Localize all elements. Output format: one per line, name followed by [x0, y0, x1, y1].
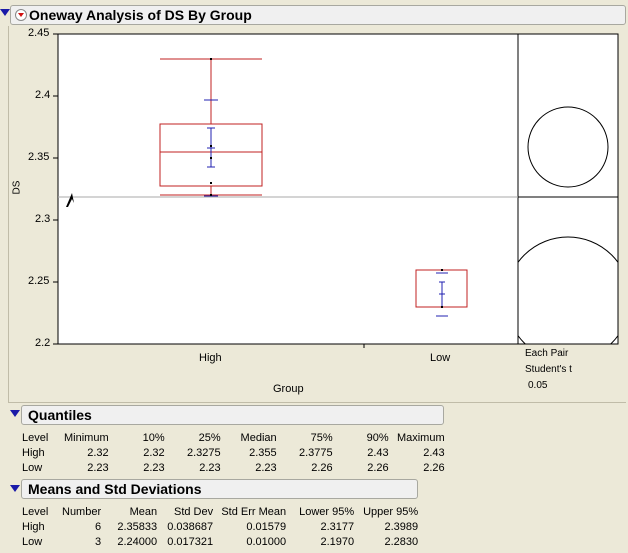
quantiles-header[interactable]: Quantiles: [21, 405, 444, 425]
means-header[interactable]: Means and Std Deviations: [21, 479, 418, 499]
x-axis-label: Group: [273, 383, 304, 395]
quantiles-title: Quantiles: [28, 407, 92, 423]
col-header: Level: [22, 431, 49, 444]
report-header: Oneway Analysis of DS By Group: [10, 5, 626, 25]
col-header: 90%: [366, 431, 389, 444]
y-tick: 2.2: [35, 337, 51, 349]
col-header: 75%: [310, 431, 333, 444]
col-header: Mean: [129, 505, 158, 518]
col-header: Upper 95%: [363, 505, 419, 518]
y-tick: 2.35: [28, 151, 50, 163]
mouse-cursor-icon: [66, 193, 74, 207]
table-row: High 2.32 2.32 2.3275 2.355 2.3775 2.43 …: [22, 446, 445, 459]
disclosure-triangle-icon[interactable]: [0, 9, 10, 16]
compare-alpha: 0.05: [528, 380, 548, 391]
report-title: Oneway Analysis of DS By Group: [29, 7, 252, 23]
compare-circle-low: [518, 236, 618, 344]
means-table: Level Number Mean Std Dev Std Err Mean L…: [22, 504, 418, 549]
col-header: Lower 95%: [299, 505, 355, 518]
x-tick-low: Low: [430, 352, 451, 364]
oneway-plot: [53, 33, 619, 348]
red-triangle-menu-icon[interactable]: [15, 9, 27, 21]
table-row: Low 2.23 2.23 2.23 2.23 2.26 2.26 2.26: [22, 461, 445, 474]
col-header: Median: [240, 431, 277, 444]
col-header: Level: [22, 505, 49, 518]
col-header: Number: [62, 505, 102, 518]
chart-panel: [8, 26, 626, 403]
x-tick-high: High: [199, 352, 222, 364]
col-header: 25%: [198, 431, 221, 444]
y-tick: 2.45: [28, 27, 50, 39]
y-tick: 2.3: [35, 213, 51, 225]
col-header: Std Err Mean: [221, 505, 287, 518]
compare-circle-high: [527, 106, 609, 188]
compare-label: Student's t: [525, 364, 572, 375]
col-header: Std Dev: [173, 505, 214, 518]
compare-label: Each Pair: [525, 348, 569, 359]
quantiles-table: Level Minimum 10% 25% Median 75% 90% Max…: [22, 430, 445, 475]
table-row: High 6 2.35833 0.038687 0.01579 2.3177 2…: [22, 520, 419, 533]
disclosure-triangle-icon[interactable]: [10, 410, 20, 417]
means-title: Means and Std Deviations: [28, 481, 202, 497]
col-header: Minimum: [64, 431, 109, 444]
col-header: 10%: [142, 431, 165, 444]
col-header: Maximum: [396, 431, 445, 444]
table-row: Low 3 2.24000 0.017321 0.01000 2.1970 2.…: [22, 535, 419, 548]
y-tick: 2.25: [28, 275, 50, 287]
y-tick: 2.4: [35, 89, 51, 101]
disclosure-triangle-icon[interactable]: [10, 485, 20, 492]
